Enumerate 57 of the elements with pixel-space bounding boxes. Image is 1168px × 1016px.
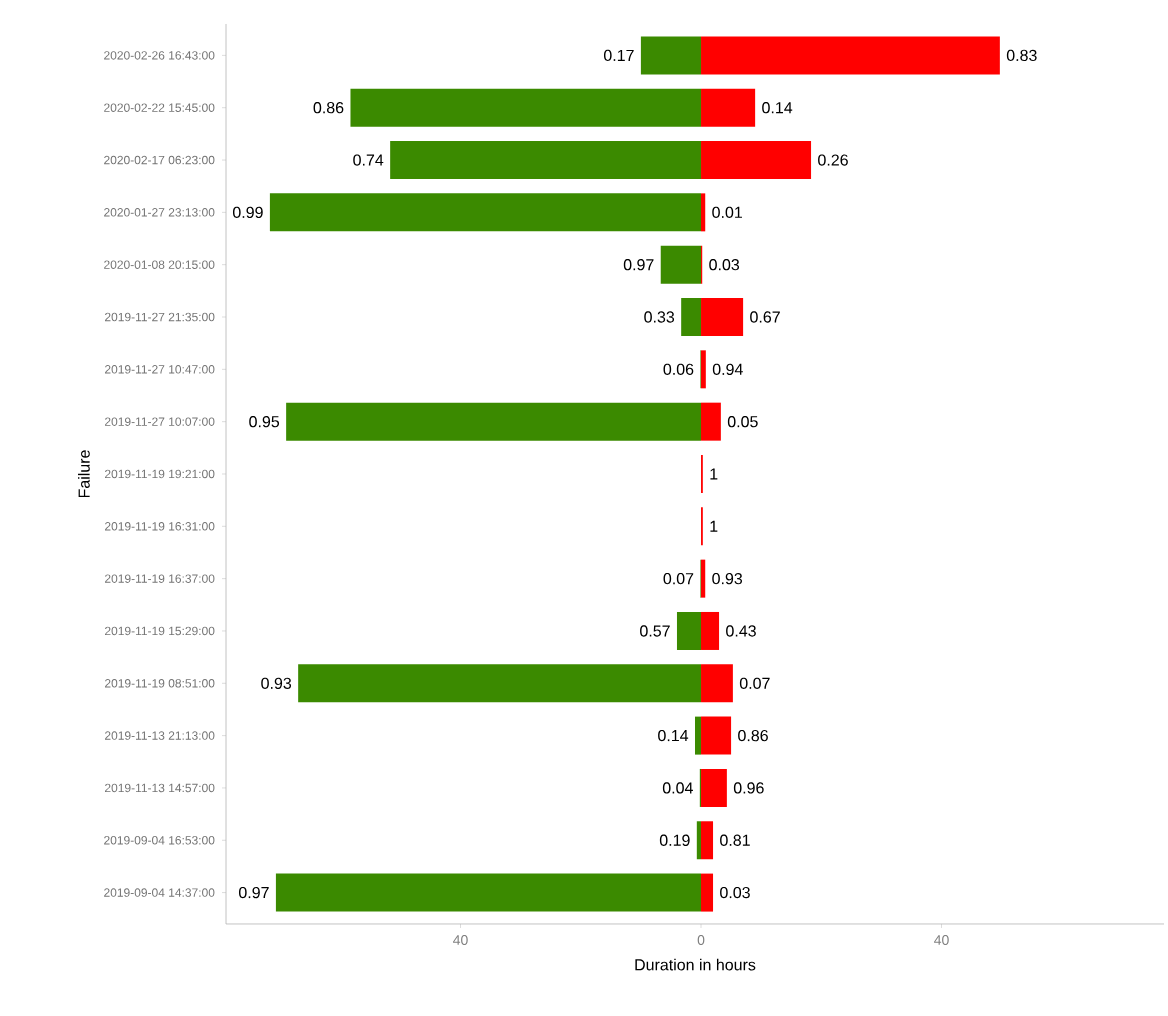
annotation: 0.99 [232,206,263,219]
annotation: 0.97 [239,886,269,899]
annotation: 0.97 [623,259,654,271]
bar [350,88,702,127]
annotation: 0.67 [750,311,780,323]
annotation: 1 [710,520,718,532]
annotation: 0.93 [712,572,743,585]
annotation: 0.14 [762,102,793,114]
annotation: 0.96 [733,782,764,794]
bar [701,298,744,337]
annotation: 0.07 [663,572,694,585]
annotation: 0.43 [726,625,756,637]
bar [701,768,727,807]
annotation: 0.57 [640,625,670,637]
annotation: 0.86 [738,729,768,742]
bar [695,716,702,755]
annotation: 0.93 [261,677,292,689]
bar [275,873,702,912]
bar [660,245,702,284]
bar [701,141,812,180]
annotation: 0.19 [659,834,690,846]
annotation: 1 [710,468,718,480]
annotation: 0.74 [353,154,384,166]
annotation: 0.86 [313,102,344,114]
bar [701,611,720,650]
annotation: 0.81 [720,834,750,846]
annotation: 0.95 [249,416,280,428]
bar [676,611,702,650]
bar [640,36,702,75]
annotation: 0.14 [658,729,689,742]
x-axis-title: Duration in hours [635,958,756,971]
bar [701,821,714,860]
bar [701,402,721,441]
bar [298,664,702,703]
bar [390,141,702,180]
annotation: 0.07 [739,677,770,689]
annotation: 0.01 [712,206,742,219]
annotation: 0.33 [644,311,675,323]
annotation: 0.04 [662,782,693,794]
annotation: 0.03 [709,259,740,271]
annotation: 0.06 [663,363,694,375]
annotation: 0.05 [727,416,758,428]
annotation: 0.94 [712,363,743,375]
annotation: 0.26 [818,154,848,166]
bar [701,716,732,755]
bar [269,193,702,232]
bar [286,402,702,441]
annotation: 0.83 [1006,49,1037,62]
bar [696,821,702,860]
y-axis-title: Failure [78,450,90,498]
bar [701,88,756,127]
bar [701,664,733,703]
bar [701,36,1000,75]
bar [701,873,714,912]
bar [681,298,702,337]
annotation: 0.17 [603,49,634,62]
annotation: 0.03 [720,886,750,899]
